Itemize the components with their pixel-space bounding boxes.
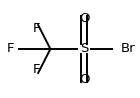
Text: O: O [79,73,89,86]
Text: Br: Br [120,43,135,55]
Text: F: F [33,22,40,35]
Text: O: O [79,12,89,25]
Text: S: S [80,43,88,55]
Text: F: F [6,43,14,55]
Text: F: F [33,63,40,76]
